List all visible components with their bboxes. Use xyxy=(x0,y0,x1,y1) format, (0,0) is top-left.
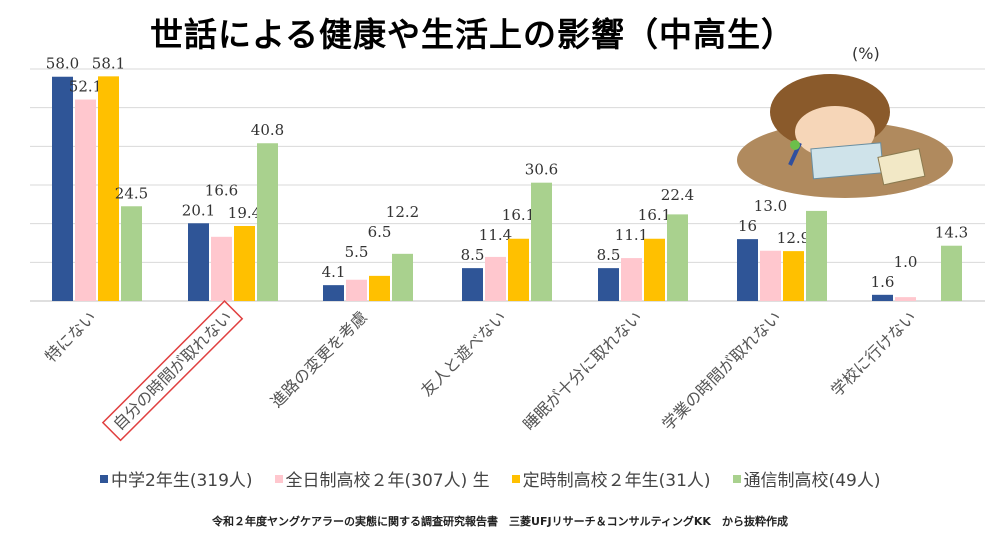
data-label: 16.1 xyxy=(638,206,671,224)
bar-3-6 xyxy=(783,251,804,301)
data-label: 22.4 xyxy=(661,186,694,204)
data-label: 52.1 xyxy=(69,78,102,96)
highlight-box xyxy=(101,299,244,442)
bar-3-5 xyxy=(644,238,665,301)
bar-1-5 xyxy=(598,268,619,301)
bar-4-3 xyxy=(392,253,413,301)
legend-label: 定時制高校２年生(31人) xyxy=(522,471,711,491)
data-label: 11.4 xyxy=(479,226,512,244)
category-label: 自分の時間が取れない xyxy=(109,307,236,434)
bar-3-3 xyxy=(369,275,390,301)
legend-swatch xyxy=(274,474,283,483)
bar-2-7 xyxy=(895,297,916,301)
bar-1-2 xyxy=(188,223,209,301)
bar-4-6 xyxy=(806,210,827,301)
data-label: 16 xyxy=(738,217,757,235)
bar-1-7 xyxy=(872,294,893,301)
data-label: 8.5 xyxy=(597,246,621,264)
data-label: 16.6 xyxy=(205,181,238,199)
chart-title: 世話による健康や生活上の影響（中高生） xyxy=(150,15,796,54)
data-label: 19.4 xyxy=(228,204,261,222)
legend-item: 通信制高校(49人) xyxy=(732,466,881,491)
data-label: 6.5 xyxy=(368,223,392,241)
data-label: 40.8 xyxy=(251,121,284,139)
category-label: 睡眠が十分に取れない xyxy=(519,307,646,434)
category-label: 友人と遊べない xyxy=(417,307,510,400)
bar-4-5 xyxy=(667,214,688,301)
bar-3-4 xyxy=(508,238,529,301)
bar-3-2 xyxy=(234,225,255,301)
legend-item: 中学2年生(319人) xyxy=(100,466,253,491)
bar-4-1 xyxy=(121,206,142,301)
bar-chart: 58.0 52.1 58.1 24.5 特にない 20.1 16.6 19.4 40.8 自分の時… xyxy=(30,54,985,442)
data-label: 14.3 xyxy=(935,224,968,242)
data-label: 24.5 xyxy=(115,184,148,202)
data-label: 58.0 xyxy=(46,55,79,73)
bar-2-1 xyxy=(75,99,96,302)
bar-4-2 xyxy=(257,143,278,301)
bar-2-6 xyxy=(760,250,781,301)
bar-2-5 xyxy=(621,258,642,301)
unit-label: (%) xyxy=(852,44,880,63)
data-label: 12.9 xyxy=(777,229,810,247)
category-label: 学業の時間が取れない xyxy=(658,307,785,434)
data-label: 20.1 xyxy=(182,201,215,219)
sleeping-student-illustration xyxy=(737,74,953,198)
category-label: 学校に行けない xyxy=(827,307,920,400)
bar-1-6 xyxy=(737,239,758,301)
bar-1-3 xyxy=(323,285,344,301)
bar-2-4 xyxy=(485,256,506,301)
legend-item: 定時制高校２年生(31人) xyxy=(511,466,711,491)
data-label: 13.0 xyxy=(754,197,787,215)
data-label: 8.5 xyxy=(461,246,485,264)
data-label: 1.0 xyxy=(894,253,918,271)
bar-1-1 xyxy=(52,76,73,301)
category-label: 進路の変更を考慮 xyxy=(267,307,371,411)
legend-label: 全日制高校２年(307人) 生 xyxy=(285,471,490,491)
data-label: 4.1 xyxy=(322,263,346,281)
legend-item: 全日制高校２年(307人) 生 xyxy=(274,466,490,491)
category-label: 特にない xyxy=(41,307,100,366)
legend-label: 通信制高校(49人) xyxy=(743,471,881,491)
data-label: 11.1 xyxy=(615,226,648,244)
legend: 中学2年生(319人) 全日制高校２年(307人) 生 定時制高校２年生(31人) 通… xyxy=(100,466,880,491)
bar-1-4 xyxy=(462,268,483,301)
legend-swatch xyxy=(100,474,108,483)
source-note: 令和２年度ヤングケアラーの実態に関する調査研究報告書 三菱UFJリサーチ＆コンサ… xyxy=(212,515,788,528)
data-label: 1.6 xyxy=(871,273,895,291)
data-label: 16.1 xyxy=(502,206,535,224)
data-label: 12.2 xyxy=(386,203,419,221)
legend-swatch xyxy=(732,474,741,483)
data-label: 30.6 xyxy=(525,161,558,179)
bar-2-3 xyxy=(346,279,367,301)
data-label: 5.5 xyxy=(345,243,369,261)
bar-2-2 xyxy=(211,236,232,301)
bar-4-7 xyxy=(941,245,962,301)
bar-3-1 xyxy=(98,76,119,301)
bar-4-4 xyxy=(531,182,552,301)
data-label: 58.1 xyxy=(92,54,125,72)
legend-label: 中学2年生(319人) xyxy=(111,471,253,491)
legend-swatch xyxy=(511,474,520,483)
